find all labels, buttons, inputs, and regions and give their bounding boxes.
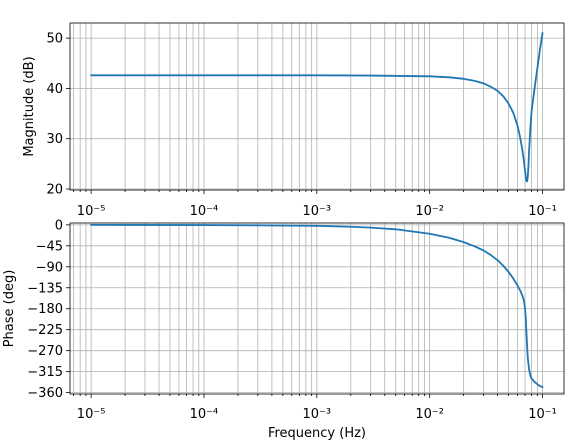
magnitude-grid [70,23,564,190]
magnitude-x-tick-label: 10⁻² [415,204,444,219]
magnitude-x-tick-label: 10⁻¹ [528,204,557,219]
phase-x-tick-label: 10⁻¹ [528,407,557,422]
phase-series-line [90,223,544,388]
phase-x-tick-label: 10⁻³ [303,407,332,422]
magnitude-x-tick-label: 10⁻⁴ [190,204,219,219]
magnitude-y-tick-label: 30 [46,132,63,147]
magnitude-y-tick-label: 50 [46,32,63,47]
magnitude-x-tick-label: 10⁻⁵ [77,204,106,219]
phase-y-tick-label: −135 [27,281,63,296]
phase-y-tick-label: −360 [27,386,63,401]
phase-y-tick-label: −270 [27,344,63,359]
phase-y-tick-label: −225 [27,323,63,338]
phase-y-tick-label: −180 [27,302,63,317]
magnitude-series-line [90,32,544,183]
phase-x-tick-label: 10⁻⁵ [77,407,106,422]
phase-y-tick-label: −45 [36,239,63,254]
phase-y-tick-label: −90 [36,260,63,275]
magnitude-y-tick-label: 40 [46,82,63,97]
phase-y-tick-label: 0 [55,218,63,233]
magnitude-axes-frame [69,22,565,191]
phase-subplot: 10⁻⁵ 10⁻⁴ 10⁻³ 10⁻² 10⁻¹ 0 −45 −90 −135 −180 −225 −… [2,218,565,440]
phase-axes-frame [69,222,565,395]
phase-x-tick-label: 10⁻² [415,407,444,422]
magnitude-y-tick-label: 20 [46,182,63,197]
magnitude-x-tick-label: 10⁻³ [303,204,332,219]
phase-grid [70,223,564,394]
phase-y-tick-label: −315 [27,365,63,380]
phase-y-axis-label: Phase (deg) [2,270,17,348]
magnitude-y-axis-label: Magnitude (dB) [22,56,37,156]
phase-x-axis-label: Frequency (Hz) [268,426,366,440]
phase-x-tick-label: 10⁻⁴ [190,407,219,422]
magnitude-subplot: 10⁻⁵ 10⁻⁴ 10⁻³ 10⁻² 10⁻¹ 20 30 40 50 Magnitude (d… [22,22,565,219]
